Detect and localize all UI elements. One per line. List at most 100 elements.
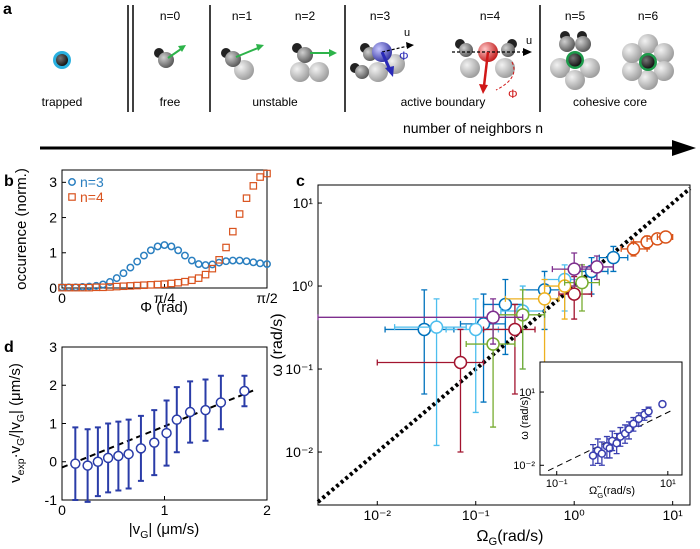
marker: [222, 243, 230, 252]
n-label: n=3: [370, 9, 391, 23]
label-part: G: [140, 529, 148, 541]
axis-label: number of neighbors n: [403, 120, 543, 136]
particles: u Φ u Φ: [53, 27, 674, 101]
marker: [82, 460, 93, 471]
chart: b 0 π/4 π/2 0 1 2 3 n=3n=4: [4, 169, 278, 306]
y-tick-label: 0: [49, 454, 57, 470]
legend-label: n=4: [80, 189, 104, 205]
marker: [453, 355, 468, 370]
marker: [242, 194, 251, 202]
marker: [508, 322, 522, 337]
marker: [263, 169, 271, 178]
symbol: Φ: [508, 87, 518, 101]
marker: [606, 250, 621, 265]
y-tick-label: 2: [49, 209, 57, 225]
marker: [102, 452, 114, 464]
x-tick-label: π/2: [256, 290, 278, 306]
marker: [468, 322, 483, 337]
label-part: G: [15, 438, 27, 446]
n-label: n=1: [232, 9, 253, 23]
y-tick-label: 10⁻²: [513, 460, 535, 472]
legend-label: n=3: [80, 174, 104, 190]
error-bar-y: [421, 289, 428, 395]
marker: [133, 257, 142, 266]
n-label: n=5: [565, 9, 586, 23]
x-tick-label: 10⁻¹: [546, 478, 568, 490]
marker: [161, 427, 172, 439]
symbol: u: [404, 27, 410, 39]
marker: [249, 182, 258, 190]
panel-a: a n=0 n=1 n=2 n=3 n=4 n=5 n=6 trapped fr…: [3, 1, 696, 156]
error-bar-y: [511, 303, 518, 395]
group-label: cohesive core: [573, 95, 647, 109]
y-tick-label: 0: [49, 280, 57, 296]
marker: [215, 256, 223, 264]
x-tick-label: 10⁻²: [363, 507, 391, 523]
marker: [658, 230, 673, 244]
marker: [119, 269, 128, 278]
marker: [567, 287, 581, 301]
marker: [187, 256, 196, 265]
error-bar-y: [480, 293, 487, 403]
x-tick-label: 2: [263, 502, 271, 518]
marker: [135, 443, 147, 454]
label-part: G: [597, 491, 603, 500]
label-part: (rad/s): [603, 485, 635, 497]
group-label: active boundary: [401, 95, 486, 109]
label-part: exp: [15, 458, 27, 475]
x-axis-label: ΩG(rad/s): [477, 528, 544, 548]
marker: [229, 227, 237, 236]
symbol: u: [526, 35, 532, 47]
marker: [180, 251, 189, 260]
y-axis-label: vexp·vG/|vG| (μm/s): [7, 363, 27, 483]
marker: [588, 451, 598, 460]
marker: [126, 263, 135, 272]
panel-letter: d: [4, 339, 14, 356]
marker: [486, 310, 500, 325]
y-tick-label: 1: [49, 245, 57, 261]
marker: [146, 246, 155, 255]
separators: [127, 5, 541, 112]
arrow-head: [672, 140, 696, 156]
label-part: G: [15, 414, 27, 422]
label-part: ·v: [7, 445, 24, 458]
group-label: free: [160, 95, 181, 109]
marker: [235, 210, 244, 218]
n-label: n=4: [480, 9, 501, 23]
y-tick-label: 10⁻¹: [285, 361, 313, 377]
marker: [208, 260, 217, 269]
x-tick-label: 10¹: [663, 507, 684, 523]
marker: [123, 448, 134, 460]
marker: [140, 251, 148, 260]
x-tick-label: π/4: [154, 290, 176, 306]
marker: [208, 264, 217, 273]
panel-letter: b: [4, 173, 14, 190]
chart: c 10⁻² 10⁻¹ 10⁰ 10¹ 10⁻² 10⁻¹ 10⁰ 10¹: [285, 173, 692, 523]
marker: [184, 406, 196, 418]
marker: [590, 260, 604, 274]
legend-marker: [68, 193, 76, 201]
marker: [658, 399, 667, 409]
marker: [429, 320, 444, 334]
n-label: n=0: [160, 9, 181, 23]
marker: [200, 404, 211, 416]
marker: [171, 414, 183, 425]
panel-letter: c: [296, 173, 305, 190]
marker: [644, 407, 653, 416]
marker: [575, 275, 589, 290]
y-axis-label: ω (rad/s): [269, 313, 286, 376]
marker: [597, 449, 607, 458]
marker: [567, 262, 581, 276]
marker: [112, 274, 121, 283]
y-tick-label: 10¹: [519, 387, 535, 399]
label-part: G: [489, 536, 498, 548]
x-tick-label: 10¹: [660, 478, 676, 490]
group-label: unstable: [252, 95, 298, 109]
marker: [239, 385, 250, 397]
legend-marker: [68, 178, 76, 186]
label-part: v: [7, 475, 24, 483]
y-tick-label: 10⁻²: [285, 444, 313, 460]
x-tick-label: 10⁻¹: [462, 507, 490, 523]
